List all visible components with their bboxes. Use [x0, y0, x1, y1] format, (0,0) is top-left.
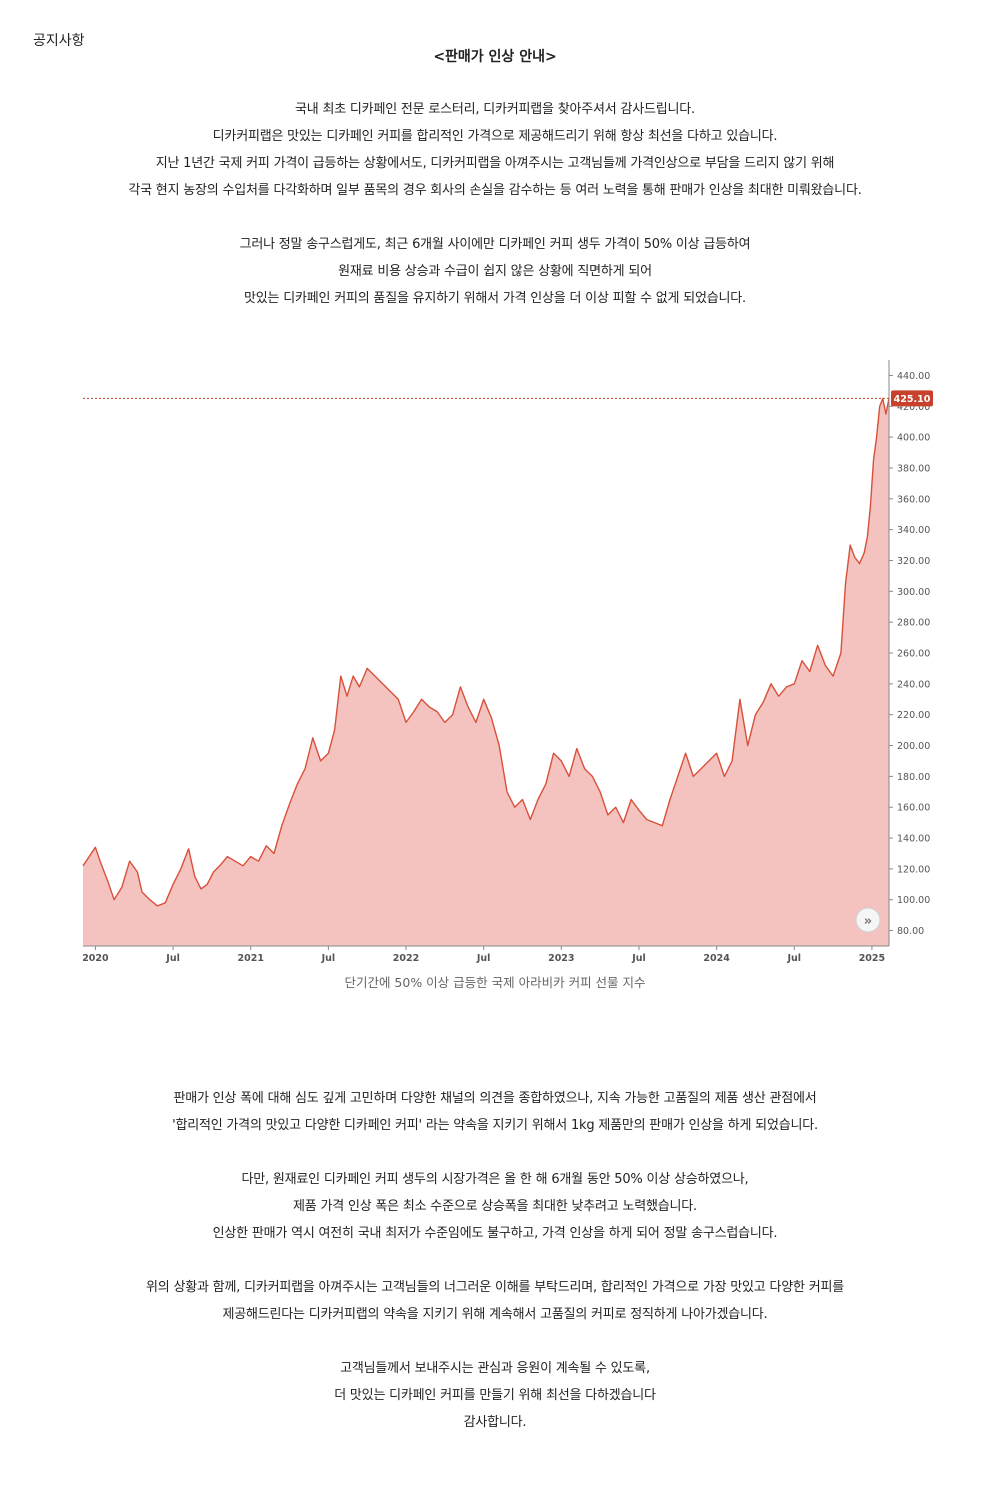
y-tick-label: 260.00 [897, 649, 930, 660]
text-line: 지난 1년간 국제 커피 가격이 급등하는 상황에서도, 디카커피랩을 아껴주시… [155, 156, 835, 171]
y-tick-label: 200.00 [897, 741, 930, 752]
y-tick-label: 220.00 [897, 710, 930, 721]
y-tick-label: 440.00 [897, 371, 930, 382]
y-tick-label: 80.00 [897, 926, 924, 937]
y-tick-label: 120.00 [897, 864, 930, 875]
current-price-tag [891, 390, 933, 407]
current-price-label: 425.10 [894, 394, 931, 405]
x-tick-label: 2022 [393, 953, 419, 964]
x-tick-label: 2024 [703, 953, 730, 964]
text-line: 그러나 정말 송구스럽게도, 최근 6개월 사이에만 디카페인 커피 생두 가격… [239, 237, 751, 252]
request-paragraph: 위의 상황과 함께, 디카커피랩을 아껴주시는 고객님들의 너그러운 이해를 부… [0, 1274, 990, 1328]
x-tick-label: 2023 [548, 953, 574, 964]
y-tick-label: 300.00 [897, 587, 930, 598]
text-line: 위의 상황과 함께, 디카커피랩을 아껴주시는 고객님들의 너그러운 이해를 부… [146, 1280, 844, 1295]
x-tick-label: 2021 [237, 953, 263, 964]
x-tick-label: Jul [631, 953, 646, 964]
notice-title: <판매가 인상 안내> [433, 49, 557, 65]
x-tick-label: 2020 [82, 953, 109, 964]
coffee-futures-chart: 440.00 420.00 400.00 380.00 360.00 340.00 320.… [0, 350, 990, 970]
text-line: 감사합니다. [463, 1415, 527, 1430]
y-tick-label: 400.00 [897, 433, 930, 444]
y-tick-label: 320.00 [897, 556, 930, 567]
y-tick-label: 360.00 [897, 494, 930, 505]
y-tick-label: 180.00 [897, 772, 930, 783]
y-tick-label: 240.00 [897, 679, 930, 690]
text-line: 맛있는 디카페인 커피의 품질을 유지하기 위해서 가격 인상을 더 이상 피할… [244, 291, 746, 306]
text-line: 국내 최초 디카페인 전문 로스터리, 디카커피랩을 찾아주셔서 감사드립니다. [295, 102, 695, 117]
x-tick-label: Jul [476, 953, 491, 964]
chart-svg: 440.00 420.00 400.00 380.00 360.00 340.00 320.… [82, 360, 933, 964]
price-line [82, 397, 890, 907]
text-line: 디카커피랩은 맛있는 디카페인 커피를 합리적인 가격으로 제공해드리기 위해 … [212, 129, 778, 144]
text-line: 제품 가격 인상 폭은 최소 수준으로 상승폭을 최대한 낮추려고 노력했습니다… [293, 1199, 697, 1214]
y-tick-label: 160.00 [897, 803, 930, 814]
minimum-paragraph: 다만, 원재료인 디카페인 커피 생두의 시장가격은 올 한 해 6개월 동안 … [0, 1166, 990, 1247]
text-line: 고객님들께서 보내주시는 관심과 응원이 계속될 수 있도록, [340, 1361, 650, 1376]
y-tick-label: 100.00 [897, 895, 930, 906]
text-line: 인상한 판매가 역시 여전히 국내 최저가 수준임에도 불구하고, 가격 인상을… [212, 1226, 778, 1241]
text-line: 제공해드린다는 디카커피랩의 약속을 지키기 위해 계속해서 고품질의 커피로 … [222, 1307, 768, 1322]
y-tick-label: 420.00 [897, 402, 930, 413]
y-tick-label: 340.00 [897, 525, 930, 536]
x-tick-label: 2025 [859, 953, 885, 964]
y-tick-label: 280.00 [897, 618, 930, 629]
intro-paragraph: 국내 최초 디카페인 전문 로스터리, 디카커피랩을 찾아주셔서 감사드립니다.… [0, 96, 990, 204]
y-tick-label: 140.00 [897, 834, 930, 845]
notice-board-label: 공지사항 [33, 33, 85, 49]
text-line: 원재료 비용 상승과 수급이 쉽지 않은 상황에 직면하게 되어 [338, 264, 652, 279]
chart-caption: 단기간에 50% 이상 급등한 국제 아라비카 커피 선물 지수 [344, 975, 646, 990]
text-line: 판매가 인상 폭에 대해 심도 깊게 고민하며 다양한 채널의 의견을 종합하였… [173, 1091, 817, 1106]
text-line: '합리적인 가격의 맛있고 다양한 디카페인 커피' 라는 약속을 지키기 위해… [172, 1118, 818, 1133]
x-tick-label: Jul [165, 953, 180, 964]
y-tick-label: 380.00 [897, 463, 930, 474]
closing-paragraph: 고객님들께서 보내주시는 관심과 응원이 계속될 수 있도록, 더 맛있는 디카… [0, 1355, 990, 1436]
reason-paragraph: 그러나 정말 송구스럽게도, 최근 6개월 사이에만 디카페인 커피 생두 가격… [0, 231, 990, 312]
x-tick-label: Jul [786, 953, 801, 964]
price-area [83, 398, 889, 946]
decision-paragraph: 판매가 인상 폭에 대해 심도 깊게 고민하며 다양한 채널의 의견을 종합하였… [0, 1085, 990, 1139]
text-line: 더 맛있는 디카페인 커피를 만들기 위해 최선을 다하겠습니다 [334, 1388, 656, 1403]
text-line: 각국 현지 농장의 수입처를 다각화하며 일부 품목의 경우 회사의 손실을 감… [128, 183, 862, 198]
expand-chart-button[interactable]: » [855, 907, 881, 933]
double-chevron-right-icon: » [864, 914, 872, 929]
text-line: 다만, 원재료인 디카페인 커피 생두의 시장가격은 올 한 해 6개월 동안 … [241, 1172, 749, 1187]
x-tick-label: Jul [321, 953, 336, 964]
